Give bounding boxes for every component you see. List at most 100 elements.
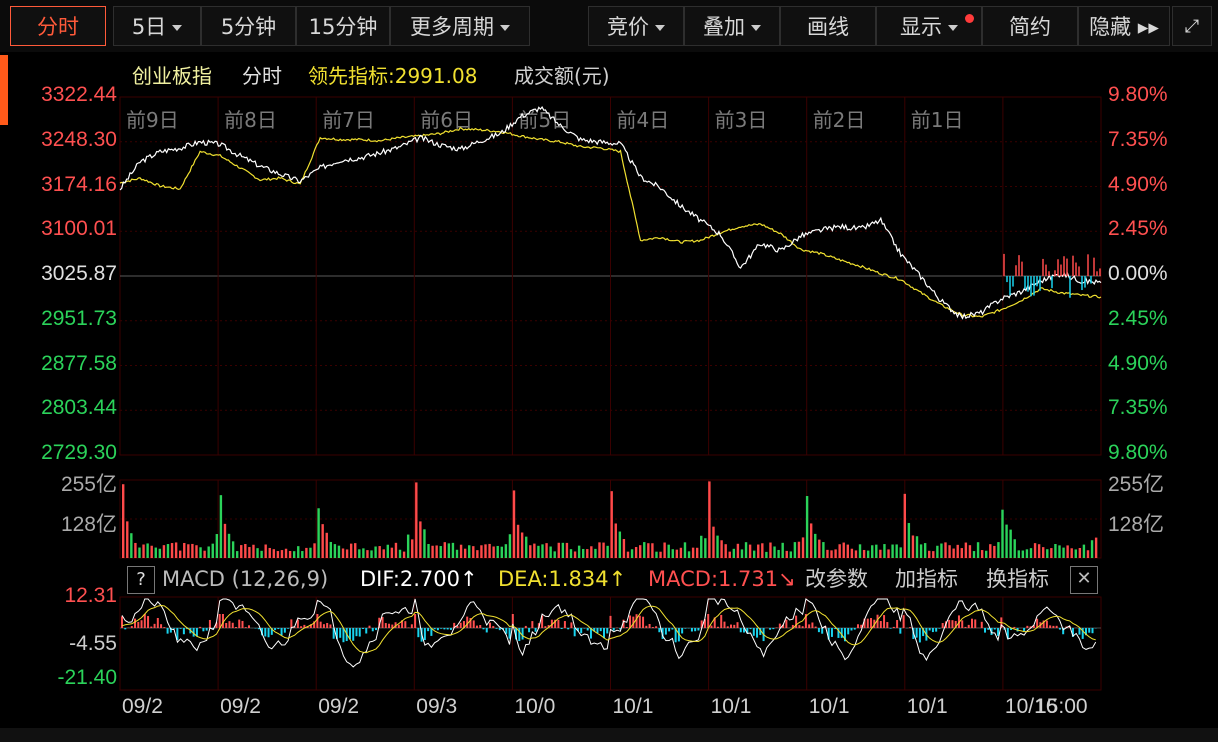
dea-line: [121, 604, 1096, 654]
volume-bar: [138, 547, 141, 558]
index-price-line: [119, 106, 1102, 320]
more-periods-dropdown[interactable]: 更多周期: [390, 6, 530, 46]
volume-bar: [280, 550, 284, 558]
display-dropdown[interactable]: 显示: [876, 6, 982, 46]
volume-bar: [1037, 544, 1041, 558]
volume-bar: [626, 551, 630, 558]
volume-bar: [948, 545, 951, 558]
side-indicator: [0, 55, 8, 125]
volume-bar: [370, 550, 373, 558]
volume-bar: [573, 551, 577, 558]
volume-bar: [655, 551, 658, 558]
volume-bar: [313, 543, 316, 558]
volume-bar: [606, 545, 609, 558]
volume-bar: [557, 542, 560, 558]
x-tick-label: 15:00: [1035, 695, 1088, 718]
volume-bar: [520, 532, 524, 558]
volume-bar: [227, 533, 231, 558]
volume-bar: [871, 545, 874, 558]
price-tick-left: 2951.73: [41, 306, 117, 330]
volume-bar: [130, 533, 133, 558]
volume-bar: [533, 543, 536, 558]
volume-bar: [525, 536, 528, 558]
volume-bar: [761, 543, 764, 558]
close-icon[interactable]: ✕: [1070, 566, 1098, 594]
volume-bar: [972, 551, 976, 558]
help-icon[interactable]: ?: [127, 566, 155, 594]
overlay-dropdown[interactable]: 叠加: [684, 6, 780, 46]
draw-line-button[interactable]: 画线: [780, 6, 876, 46]
volume-bar: [781, 542, 784, 558]
percent-tick-right: 7.35%: [1108, 396, 1168, 420]
volume-bar: [378, 546, 381, 558]
day-label: 前9日: [126, 108, 179, 132]
volume-bar: [411, 539, 414, 558]
x-tick-label: 09/2: [220, 695, 261, 718]
volume-bar: [431, 545, 434, 558]
x-tick-label: 10/1: [906, 695, 948, 718]
percent-tick-right: 9.80%: [1108, 441, 1168, 464]
volume-bar: [797, 541, 801, 558]
volume-bar: [1025, 549, 1029, 558]
volume-bar: [899, 547, 902, 558]
volume-bar: [154, 547, 157, 558]
volume-bar: [508, 534, 512, 558]
volume-bar: [256, 548, 259, 558]
volume-bar: [789, 551, 793, 558]
volume-bar: [476, 550, 479, 558]
volume-bar: [553, 551, 556, 558]
volume-bar: [382, 549, 385, 558]
volume-bar: [529, 545, 532, 558]
volume-bar: [496, 545, 499, 558]
volume-bar: [748, 544, 752, 558]
volume-bar: [459, 544, 463, 558]
volume-bar: [952, 548, 955, 558]
volume-bar: [907, 523, 911, 558]
fullscreen-icon[interactable]: ⤢: [1172, 6, 1212, 46]
tab-5min[interactable]: 5分钟: [201, 6, 296, 46]
volume-bar: [447, 543, 451, 558]
volume-bar: [272, 549, 276, 558]
tab-5day[interactable]: 5日: [113, 6, 201, 46]
volume-bar: [976, 542, 980, 558]
volume-bar: [700, 535, 703, 558]
volume-bar: [549, 546, 552, 558]
hide-button[interactable]: 隐藏 ▸▸: [1078, 6, 1170, 46]
volume-bar: [805, 496, 809, 558]
volume-bar: [769, 542, 772, 558]
volume-bar: [126, 521, 129, 558]
volume-bar: [846, 544, 850, 558]
simple-mode-button[interactable]: 简约: [982, 6, 1078, 46]
switch-indicator-button[interactable]: 换指标: [986, 567, 1049, 591]
volume-bar: [146, 543, 149, 558]
edit-params-button[interactable]: 改参数: [805, 567, 868, 591]
chevron-down-icon: [655, 25, 665, 31]
volume-bar: [1017, 550, 1020, 558]
volume-bar: [260, 550, 263, 558]
volume-bar: [879, 549, 882, 558]
volume-bar: [321, 524, 324, 558]
macd-tick: -4.55: [69, 632, 117, 655]
auction-dropdown[interactable]: 竞价: [588, 6, 684, 46]
volume-bar: [187, 544, 190, 558]
volume-bar: [736, 543, 740, 558]
volume-bar: [826, 549, 829, 558]
volume-bar: [630, 549, 634, 558]
tab-15min[interactable]: 15分钟: [296, 6, 390, 46]
volume-bar: [1009, 529, 1012, 558]
add-indicator-button[interactable]: 加指标: [895, 567, 958, 591]
volume-bar: [488, 543, 491, 558]
volume-bar: [264, 544, 267, 558]
tab-intraday[interactable]: 分时: [10, 6, 106, 46]
volume-bar: [989, 544, 992, 558]
volume-bar: [1029, 548, 1033, 558]
volume-bar: [740, 549, 744, 558]
volume-bar: [887, 549, 890, 558]
volume-bar: [1066, 545, 1069, 558]
volume-bar: [866, 550, 870, 558]
volume-bar: [1021, 550, 1025, 558]
volume-bar: [643, 542, 646, 558]
x-tick-label: 10/1: [808, 695, 850, 718]
volume-bar: [765, 551, 768, 558]
